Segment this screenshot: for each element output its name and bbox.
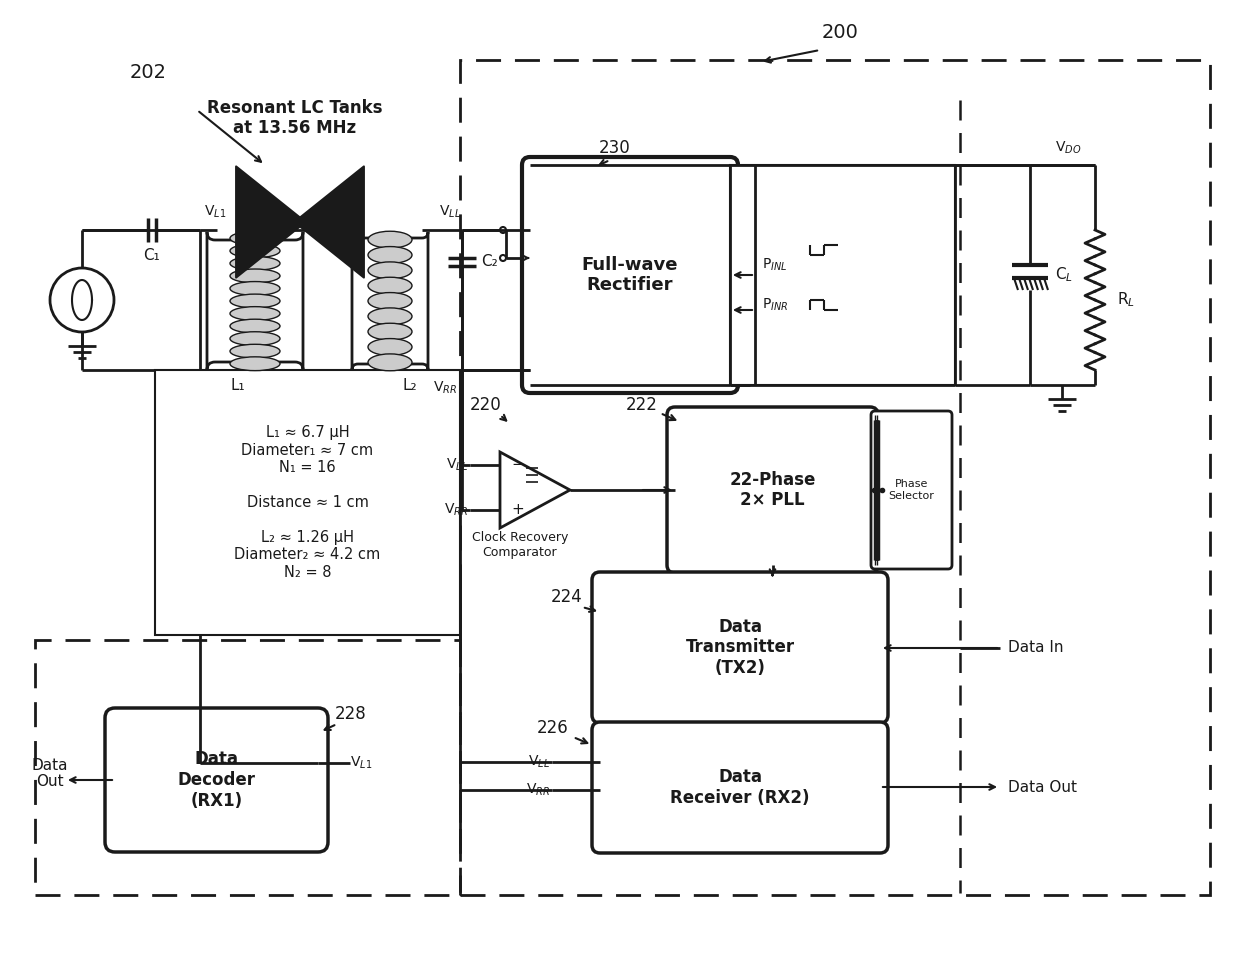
Text: R$_L$: R$_L$	[1117, 290, 1135, 309]
Ellipse shape	[229, 331, 280, 346]
Text: V$_{LL}$: V$_{LL}$	[528, 753, 551, 770]
FancyBboxPatch shape	[352, 232, 428, 370]
Ellipse shape	[229, 244, 280, 258]
Bar	[35, 640, 460, 895]
Ellipse shape	[229, 357, 280, 371]
Text: Data: Data	[32, 757, 68, 773]
Text: L₂: L₂	[403, 377, 418, 393]
Ellipse shape	[368, 277, 412, 294]
FancyBboxPatch shape	[522, 157, 738, 393]
Text: P$_{INL}$: P$_{INL}$	[763, 257, 787, 273]
Ellipse shape	[229, 282, 280, 295]
FancyBboxPatch shape	[667, 407, 878, 573]
FancyBboxPatch shape	[870, 411, 952, 569]
Text: 230: 230	[599, 139, 631, 157]
FancyBboxPatch shape	[591, 572, 888, 723]
Text: V$_{L1}$: V$_{L1}$	[203, 203, 226, 221]
Text: V$_{LL}$: V$_{LL}$	[446, 456, 467, 473]
Ellipse shape	[368, 308, 412, 325]
Text: Data
Transmitter
(TX2): Data Transmitter (TX2)	[686, 618, 795, 677]
Text: V$_{RR}$: V$_{RR}$	[444, 501, 467, 519]
Text: V$_{DO}$: V$_{DO}$	[1055, 139, 1081, 157]
Bar	[155, 370, 460, 635]
Text: 22-Phase
2× PLL: 22-Phase 2× PLL	[729, 471, 816, 509]
Ellipse shape	[368, 262, 412, 279]
Text: 200: 200	[822, 24, 858, 43]
Text: 224: 224	[551, 588, 582, 606]
Text: Data
Decoder
(RX1): Data Decoder (RX1)	[177, 751, 255, 810]
Text: C$_L$: C$_L$	[1055, 265, 1073, 285]
Ellipse shape	[368, 292, 412, 309]
Bar	[730, 165, 955, 385]
Text: 228: 228	[335, 705, 367, 723]
Ellipse shape	[229, 307, 280, 321]
Text: Phase
Selector: Phase Selector	[889, 479, 935, 500]
FancyBboxPatch shape	[105, 708, 329, 852]
Ellipse shape	[229, 345, 280, 358]
Text: Out: Out	[36, 775, 63, 790]
Ellipse shape	[368, 231, 412, 248]
Ellipse shape	[229, 269, 280, 283]
Text: −: −	[512, 457, 525, 473]
Text: V$_{LL}$: V$_{LL}$	[439, 203, 461, 221]
Text: Data In: Data In	[1008, 641, 1064, 655]
Ellipse shape	[229, 319, 280, 333]
Ellipse shape	[229, 231, 280, 245]
Text: Clock Recovery
Comparator: Clock Recovery Comparator	[471, 531, 568, 559]
Text: Resonant LC Tanks
at 13.56 MHz: Resonant LC Tanks at 13.56 MHz	[207, 98, 383, 138]
FancyBboxPatch shape	[591, 722, 888, 853]
Text: 202: 202	[129, 63, 166, 82]
Ellipse shape	[368, 246, 412, 264]
Text: Full-wave
Rectifier: Full-wave Rectifier	[582, 256, 678, 294]
Text: C₂: C₂	[481, 254, 498, 269]
Bar	[460, 60, 1210, 895]
Text: C₁: C₁	[144, 247, 160, 263]
Text: L₁ ≈ 6.7 μH
Diameter₁ ≈ 7 cm
N₁ = 16

Distance ≈ 1 cm

L₂ ≈ 1.26 μH
Diameter₂ ≈ : L₁ ≈ 6.7 μH Diameter₁ ≈ 7 cm N₁ = 16 Dis…	[234, 425, 381, 580]
Text: P$_{INR}$: P$_{INR}$	[763, 297, 789, 313]
Text: V$_{L1}$: V$_{L1}$	[350, 754, 372, 772]
Text: L₁: L₁	[231, 377, 246, 393]
Text: Data
Receiver (RX2): Data Receiver (RX2)	[671, 768, 810, 807]
Text: V$_{RR}$: V$_{RR}$	[526, 782, 551, 798]
FancyBboxPatch shape	[207, 232, 303, 370]
Text: 222: 222	[626, 396, 658, 414]
Ellipse shape	[368, 339, 412, 355]
Text: k: k	[321, 202, 330, 218]
Text: Data Out: Data Out	[1008, 779, 1078, 795]
Text: +: +	[512, 502, 525, 518]
Ellipse shape	[368, 354, 412, 371]
Text: 220: 220	[470, 396, 502, 414]
Ellipse shape	[368, 323, 412, 340]
Text: V$_{RR}$: V$_{RR}$	[433, 380, 458, 396]
Text: 226: 226	[536, 719, 568, 737]
Ellipse shape	[229, 294, 280, 308]
Ellipse shape	[229, 257, 280, 270]
